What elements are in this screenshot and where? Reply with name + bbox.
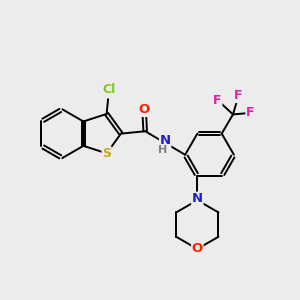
Text: Cl: Cl bbox=[102, 83, 116, 96]
Text: F: F bbox=[246, 106, 254, 119]
Text: O: O bbox=[192, 242, 203, 256]
Text: F: F bbox=[234, 89, 243, 103]
Text: O: O bbox=[139, 103, 150, 116]
Text: H: H bbox=[158, 145, 168, 154]
Text: F: F bbox=[213, 94, 222, 106]
Text: N: N bbox=[160, 134, 171, 147]
Text: N: N bbox=[192, 192, 203, 205]
Text: S: S bbox=[102, 147, 111, 160]
